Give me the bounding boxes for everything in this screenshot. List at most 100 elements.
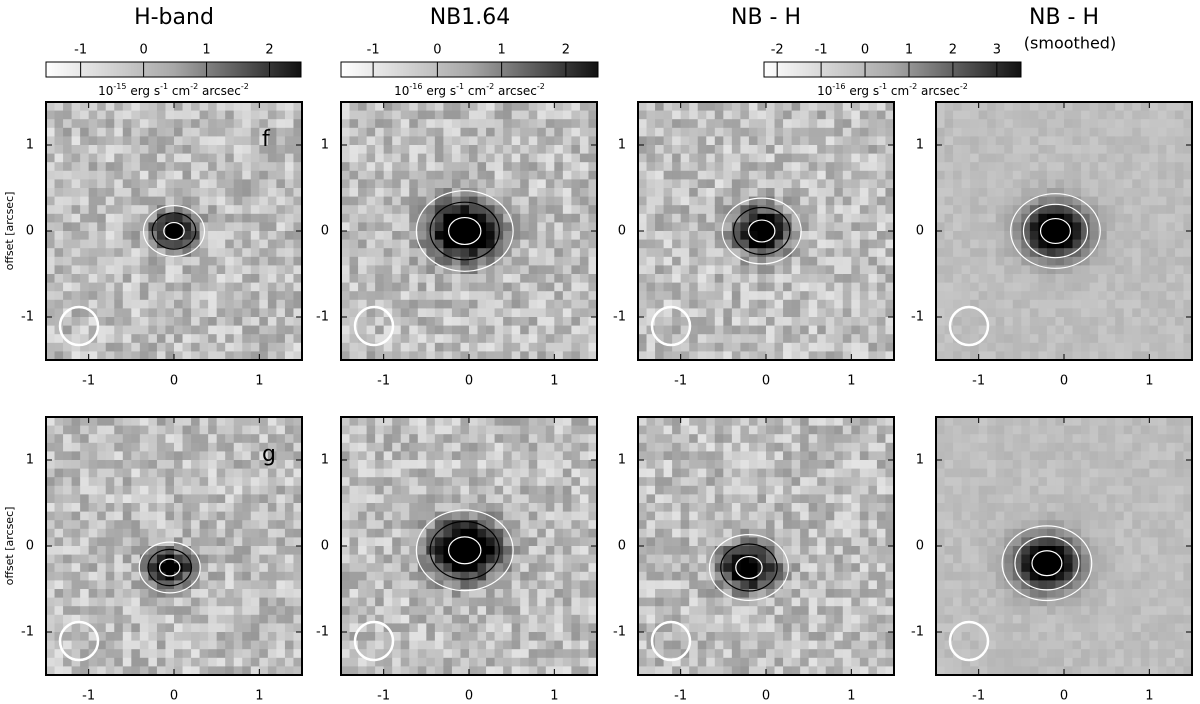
pixel: [1132, 299, 1142, 309]
pixel: [191, 170, 201, 180]
pixel: [1046, 248, 1056, 258]
pixel: [105, 162, 115, 172]
pixel: [655, 179, 665, 189]
pixel: [225, 342, 235, 352]
pixel: [494, 334, 504, 344]
pixel: [588, 317, 598, 327]
pixel: [131, 649, 141, 659]
pixel: [165, 334, 175, 344]
pixel: [284, 417, 294, 427]
pixel: [1072, 299, 1082, 309]
pixel: [358, 145, 368, 155]
pixel: [588, 145, 598, 155]
pixel: [800, 239, 810, 249]
pixel: [859, 110, 869, 120]
pixel: [165, 614, 175, 624]
pixel: [293, 623, 303, 633]
pixel: [267, 102, 277, 112]
pixel: [233, 205, 243, 215]
pixel: [766, 282, 776, 292]
pixel: [400, 503, 410, 513]
pixel: [1072, 351, 1082, 361]
pixel: [1029, 222, 1039, 232]
pixel: [757, 196, 767, 206]
pixel: [131, 127, 141, 137]
pixel: [216, 632, 226, 642]
pixel: [740, 299, 750, 309]
pixel: [1149, 153, 1159, 163]
pixel: [1157, 145, 1167, 155]
pixel: [409, 136, 419, 146]
pixel: [545, 256, 555, 266]
pixel: [511, 265, 521, 275]
pixel: [105, 511, 115, 521]
pixel: [1012, 188, 1022, 198]
pixel: [54, 153, 64, 163]
pixel: [1140, 248, 1150, 258]
pixel: [663, 153, 673, 163]
pixel: [434, 110, 444, 120]
pixel: [1081, 351, 1091, 361]
pixel: [1183, 291, 1193, 301]
pixel: [165, 563, 175, 573]
pixel: [225, 442, 235, 452]
pixel: [267, 563, 277, 573]
pixel: [71, 563, 81, 573]
pixel: [267, 274, 277, 284]
pixel: [349, 442, 359, 452]
pixel: [383, 589, 393, 599]
pixel: [242, 170, 252, 180]
pixel: [1132, 351, 1142, 361]
pixel: [400, 351, 410, 361]
pixel: [834, 179, 844, 189]
pixel: [672, 317, 682, 327]
pixel: [451, 351, 461, 361]
pixel: [358, 256, 368, 266]
pixel: [358, 434, 368, 444]
pixel: [122, 666, 132, 676]
pixel: [995, 145, 1005, 155]
pixel: [579, 256, 589, 266]
pixel: [105, 136, 115, 146]
pixel: [1115, 102, 1125, 112]
pixel: [148, 325, 158, 335]
pixel: [1098, 127, 1108, 137]
pixel: [876, 342, 886, 352]
pixel: [714, 188, 724, 198]
pixel: [409, 606, 419, 616]
pixel: [199, 485, 209, 495]
pixel: [545, 127, 555, 137]
pixel: [174, 485, 184, 495]
pixel: [579, 231, 589, 241]
pixel: [105, 434, 115, 444]
pixel: [731, 222, 741, 232]
pixel: [876, 188, 886, 198]
pixel: [1038, 342, 1048, 352]
pixel: [638, 334, 648, 344]
pixel: [293, 520, 303, 530]
pixel: [1046, 334, 1056, 344]
pixel: [1064, 196, 1074, 206]
pixel: [426, 127, 436, 137]
pixel: [740, 188, 750, 198]
pixel: [242, 308, 252, 318]
pixel: [579, 351, 589, 361]
pixel: [1123, 136, 1133, 146]
pixel: [88, 546, 98, 556]
pixel: [689, 136, 699, 146]
pixel: [868, 136, 878, 146]
pixel: [791, 282, 801, 292]
pixel: [392, 511, 402, 521]
pixel: [876, 170, 886, 180]
pixel: [1012, 136, 1022, 146]
pixel: [1183, 205, 1193, 215]
pixel: [250, 162, 260, 172]
pixel: [233, 606, 243, 616]
pixel: [1064, 239, 1074, 249]
pixel: [233, 145, 243, 155]
pixel: [400, 537, 410, 547]
pixel: [191, 494, 201, 504]
pixel: [477, 231, 487, 241]
pixel: [817, 102, 827, 112]
pixel: [63, 145, 73, 155]
